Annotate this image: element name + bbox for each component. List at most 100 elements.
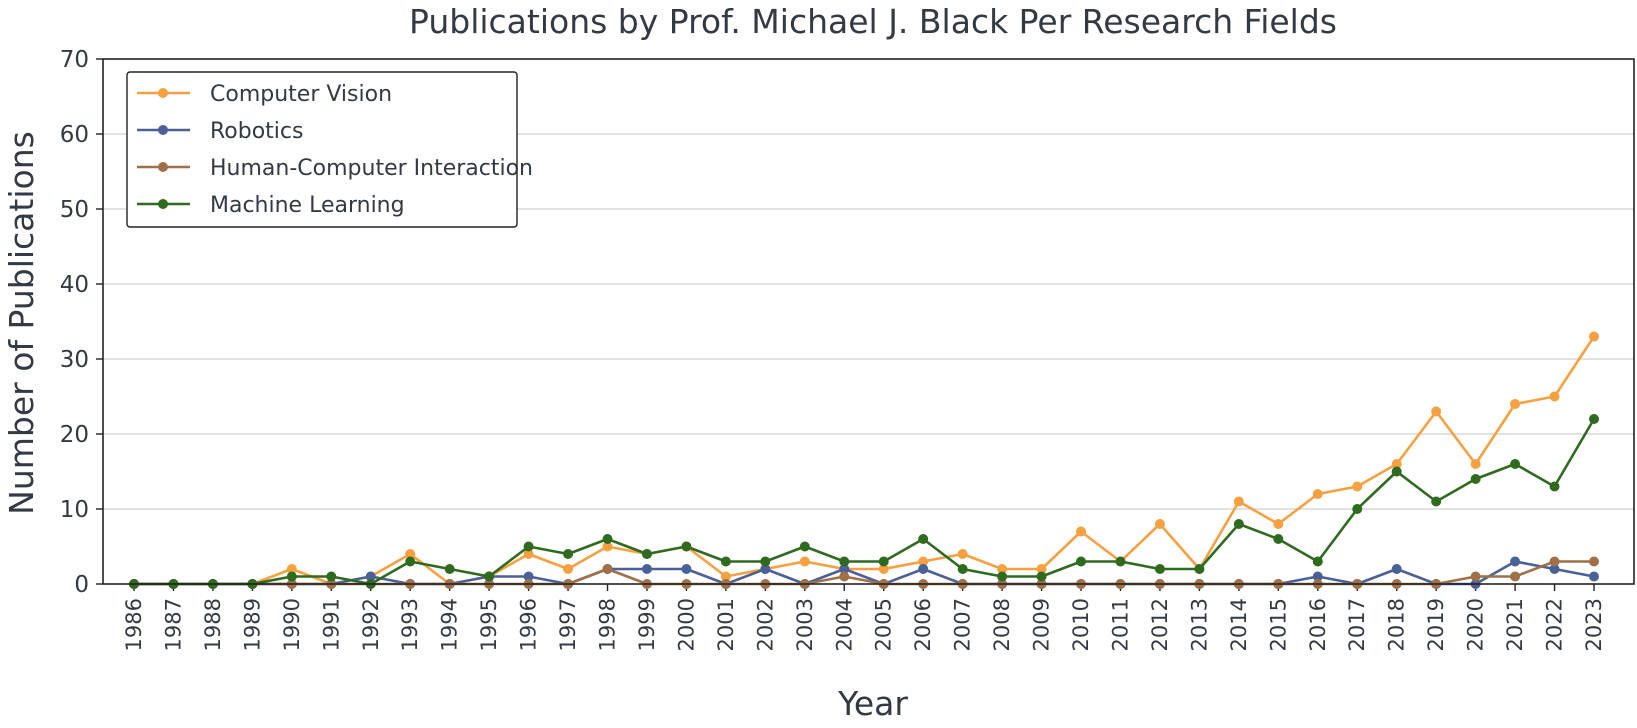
data-point: [720, 556, 731, 567]
x-tick-label: 2019: [1424, 598, 1448, 651]
data-point: [760, 564, 771, 574]
data-point: [405, 549, 416, 559]
data-point: [1510, 399, 1521, 409]
data-point: [1391, 466, 1402, 477]
x-tick-label: 2020: [1464, 598, 1488, 651]
data-point: [1470, 571, 1481, 582]
x-tick-label: 1995: [477, 598, 501, 651]
legend-swatch-marker: [158, 199, 168, 209]
data-point: [365, 571, 376, 582]
data-point: [1589, 571, 1599, 582]
data-point: [839, 556, 850, 567]
x-tick-label: 1993: [398, 598, 422, 651]
x-tick-label: 2017: [1345, 598, 1369, 651]
x-tick-label: 2005: [872, 598, 896, 651]
data-point: [799, 556, 810, 567]
data-point: [1470, 459, 1481, 469]
x-tick-label: 1994: [438, 598, 462, 651]
data-point: [523, 549, 534, 559]
x-tick-label: 2007: [951, 598, 975, 651]
x-tick-label: 2004: [832, 598, 856, 651]
legend-swatch-marker: [158, 162, 168, 172]
y-tick-label: 70: [60, 47, 89, 73]
y-tick-label: 30: [60, 347, 89, 373]
x-tick-label: 2016: [1306, 598, 1330, 651]
y-tick-label: 0: [74, 572, 89, 598]
series-machine-learning: [129, 414, 1599, 589]
series-computer-vision: [129, 331, 1599, 589]
x-tick-label: 2015: [1266, 598, 1290, 651]
data-point: [523, 571, 534, 582]
x-tick-label: 2008: [990, 598, 1014, 651]
x-tick-label: 2000: [674, 598, 698, 651]
x-tick-label: 2012: [1148, 598, 1172, 651]
y-tick-label: 20: [60, 422, 89, 448]
data-point: [957, 549, 968, 559]
data-point: [602, 534, 613, 544]
y-tick-label: 40: [60, 272, 89, 298]
data-point: [1352, 481, 1363, 492]
data-point: [1312, 489, 1323, 499]
data-point: [1076, 556, 1087, 567]
data-point: [602, 564, 613, 574]
legend-swatch-marker: [158, 88, 168, 98]
data-point: [918, 564, 929, 574]
data-point: [286, 571, 297, 582]
data-point: [957, 564, 968, 574]
x-tick-label: 2023: [1582, 598, 1606, 651]
y-tick-label: 10: [60, 497, 89, 523]
data-point: [1036, 564, 1047, 574]
data-point: [523, 541, 534, 552]
legend-label: Human-Computer Interaction: [210, 156, 533, 181]
x-tick-label: 1988: [201, 598, 225, 651]
data-point: [1549, 564, 1560, 574]
x-tick-label: 2013: [1187, 598, 1211, 651]
data-point: [878, 556, 889, 567]
data-point: [1470, 474, 1481, 484]
data-point: [799, 541, 810, 552]
chart-title: Publications by Prof. Michael J. Black P…: [409, 2, 1337, 41]
legend-swatch-marker: [158, 125, 168, 135]
legend-entry: Computer Vision: [137, 82, 392, 107]
data-point: [1194, 564, 1205, 574]
series-line: [134, 335, 1596, 586]
x-tick-label: 2018: [1385, 598, 1409, 651]
x-tick-label: 2022: [1543, 598, 1567, 651]
y-tick-label: 50: [60, 197, 89, 223]
x-tick-label: 1998: [596, 598, 620, 651]
data-point: [1510, 571, 1521, 582]
data-point: [1273, 534, 1284, 544]
data-point: [1154, 564, 1165, 574]
data-point: [484, 571, 495, 582]
data-point: [326, 571, 337, 582]
x-tick-label: 1990: [280, 598, 304, 651]
legend: Computer Vision Robotics Human-Computer In…: [126, 71, 533, 228]
data-point: [1233, 496, 1244, 507]
legend-entry: Human-Computer Interaction: [137, 156, 533, 181]
data-point: [681, 564, 692, 574]
data-point: [602, 541, 613, 552]
data-point: [1549, 391, 1560, 402]
x-axis-label: Year: [837, 684, 908, 723]
x-tick-label: 2006: [911, 598, 935, 651]
data-point: [1115, 556, 1126, 567]
data-point: [1154, 519, 1165, 529]
y-axis: 0 10 20 30 40 50 60 70: [60, 47, 103, 598]
data-point: [1076, 526, 1087, 537]
data-point: [286, 564, 297, 574]
data-point: [1549, 556, 1560, 567]
data-point: [444, 564, 455, 574]
data-point: [641, 549, 652, 559]
data-point: [760, 556, 771, 567]
data-point: [839, 571, 850, 582]
data-point: [641, 564, 652, 574]
data-point: [878, 564, 889, 574]
data-point: [1510, 556, 1521, 567]
data-point: [839, 564, 850, 574]
legend-box: [126, 71, 518, 228]
data-point: [1391, 564, 1402, 574]
data-point: [997, 571, 1008, 582]
x-tick-label: 1997: [556, 598, 580, 651]
data-point: [1589, 414, 1599, 424]
